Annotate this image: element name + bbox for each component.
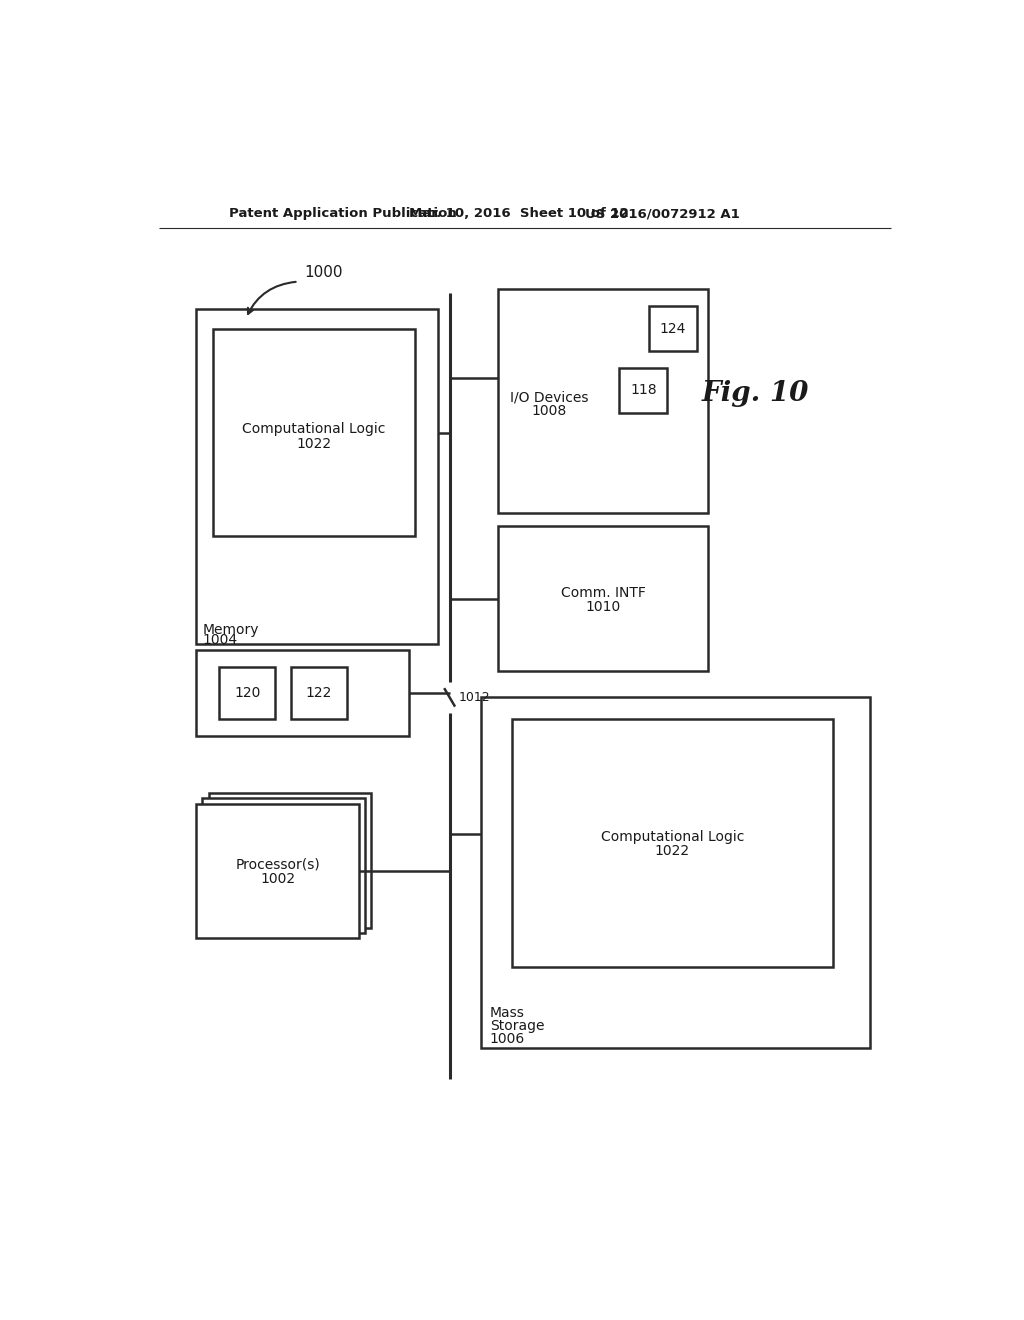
- Text: 1010: 1010: [586, 599, 621, 614]
- Bar: [499, 527, 708, 671]
- Text: 1006: 1006: [489, 1032, 525, 1047]
- Text: Patent Application Publication: Patent Application Publication: [228, 207, 457, 220]
- Bar: [649, 306, 697, 351]
- Text: 1008: 1008: [531, 404, 566, 418]
- Text: 1022: 1022: [296, 437, 332, 451]
- Bar: [213, 330, 415, 536]
- Bar: [620, 368, 668, 412]
- Text: Storage: Storage: [489, 1019, 545, 1034]
- Text: 122: 122: [305, 686, 332, 700]
- Bar: [197, 649, 410, 737]
- Text: 118: 118: [630, 383, 656, 397]
- Text: Memory: Memory: [203, 623, 259, 636]
- Text: Processor(s): Processor(s): [236, 858, 319, 873]
- Bar: [219, 667, 275, 719]
- Text: Fig. 10: Fig. 10: [702, 380, 809, 407]
- Bar: [197, 804, 359, 939]
- Bar: [197, 309, 438, 644]
- Text: 1000: 1000: [305, 265, 343, 280]
- Bar: [480, 697, 869, 1048]
- Text: 1002: 1002: [260, 871, 295, 886]
- Text: Computational Logic: Computational Logic: [601, 830, 744, 843]
- Text: I/O Devices: I/O Devices: [510, 391, 588, 404]
- Text: Mar. 10, 2016  Sheet 10 of 12: Mar. 10, 2016 Sheet 10 of 12: [409, 207, 629, 220]
- Bar: [203, 799, 366, 933]
- Bar: [209, 793, 372, 928]
- Text: 120: 120: [234, 686, 260, 700]
- Text: Mass: Mass: [489, 1006, 524, 1020]
- Bar: [512, 719, 834, 966]
- Text: Comm. INTF: Comm. INTF: [560, 586, 645, 599]
- Bar: [499, 289, 708, 512]
- Text: 1012: 1012: [459, 690, 490, 704]
- Text: Computational Logic: Computational Logic: [243, 421, 386, 436]
- Text: 1004: 1004: [203, 634, 238, 647]
- Bar: [291, 667, 346, 719]
- Text: 1022: 1022: [655, 843, 690, 858]
- Text: US 2016/0072912 A1: US 2016/0072912 A1: [586, 207, 740, 220]
- Text: 124: 124: [659, 322, 686, 335]
